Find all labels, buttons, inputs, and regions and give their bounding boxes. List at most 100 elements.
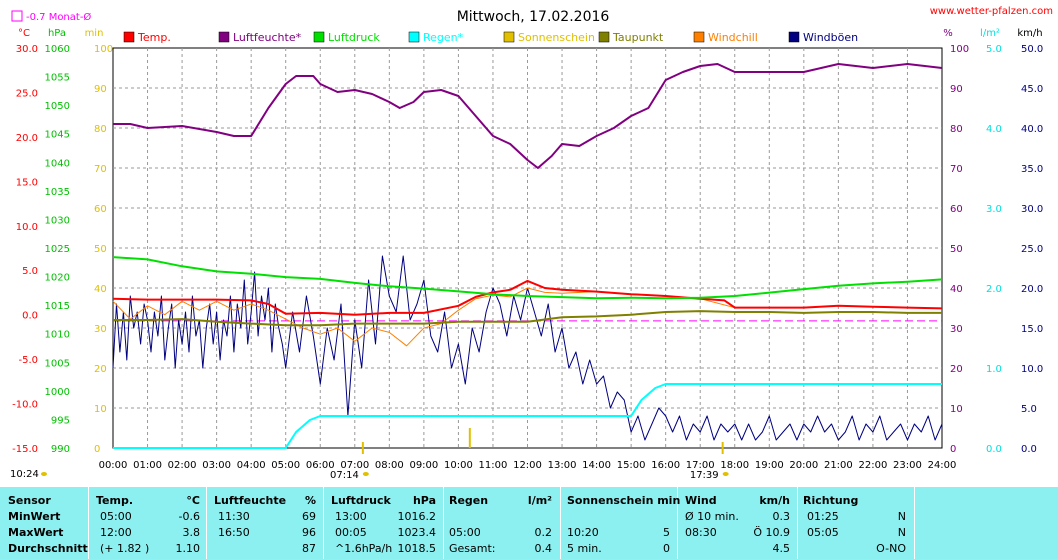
x-tick-label: 10:00 [444,460,473,471]
humidity-tick-label: 40 [950,284,963,295]
x-tick-label: 14:00 [582,460,611,471]
pressure-value: 1023.4 [397,526,437,539]
temp-tick-label: -15.0 [12,444,38,455]
series-luftdruck-line [112,256,943,300]
humidity-unit: % [304,494,316,507]
humidity-tick-label: 60 [950,204,963,215]
temp-tick-label: 25.0 [16,88,38,99]
summary-separator [206,487,207,559]
wind-tick-label: 45.0 [1021,84,1043,95]
pressure-tick-label: 990 [51,444,70,455]
legend-label: Sonnenschein [518,31,595,44]
pressure-time: 13:00 [335,510,367,523]
series-windchill-line [112,287,943,347]
temp-tick-label: 0.0 [22,311,38,322]
sun-tick-label: 10 [94,404,107,415]
pressure-tick-label: 1020 [45,273,70,284]
rain-unit: l/m² [527,494,552,507]
humidity-unit-label: % [943,28,953,39]
x-tick-label: 04:00 [237,460,266,471]
wind-tick-label: 40.0 [1021,124,1043,135]
sun-tick-label: 40 [94,284,107,295]
sun-tick-label: 90 [94,84,107,95]
pressure-tick-label: 1040 [45,158,70,169]
rain-tick-label: 2.0 [986,284,1002,295]
humidity-value: 96 [302,526,316,539]
row-label: Durchschnitt [8,542,88,555]
rain-value: 0.2 [534,526,553,539]
wind-value: 0.3 [772,510,791,523]
wind-tick-label: 10.0 [1021,364,1043,375]
temp-tick-label: 5.0 [22,266,38,277]
wind-tick-label: 30.0 [1021,204,1043,215]
temp-header: Temp. [96,494,134,507]
pressure-tick-label: 995 [51,415,70,426]
sun-tick-label: 30 [94,324,107,335]
humidity-header: Luftfeuchte [214,494,287,507]
x-tick-label: 01:00 [133,460,162,471]
summary-separator [323,487,324,559]
x-tick-label: 00:00 [99,460,128,471]
pressure-unit: hPa [412,494,436,507]
sun-tick-label: 100 [94,44,113,55]
row-label: MinWert [8,510,61,523]
humidity-tick-label: 90 [950,84,963,95]
temp-value: 1.10 [175,542,201,555]
x-tick-label: 03:00 [202,460,231,471]
humidity-tick-label: 0 [950,444,956,455]
x-tick-label: 05:00 [271,460,300,471]
pressure-value: 1018.5 [397,542,437,555]
daylength-text: 10:24 [10,469,39,480]
summary-separator [443,487,444,559]
monthly-avg-icon [11,10,23,22]
humidity-value: 69 [302,510,316,523]
humidity-tick-label: 30 [950,324,963,335]
x-tick-label: 06:00 [306,460,335,471]
temp-value: -0.6 [178,510,200,523]
legend-swatch [503,31,515,43]
x-tick-label: 22:00 [859,460,888,471]
x-tick-label: 15:00 [617,460,646,471]
rain-tick-label: 0.0 [986,444,1002,455]
sun-tick-label: 80 [94,124,107,135]
direction-time: 05:05 [807,526,839,539]
temp-tick-label: 30.0 [16,44,38,55]
rain-header: Regen [449,494,489,507]
temp-tick-label: 20.0 [16,133,38,144]
pressure-value: 1016.2 [397,510,437,523]
sun-events: 07:14 17:39 10:24 [10,442,729,481]
series-temp-line [112,279,943,316]
monthly-avg-label: -0.7 Monat-Ø [26,11,91,23]
pressure-tick-label: 1030 [45,215,70,226]
row-label: MaxWert [8,526,64,539]
legend-swatch [788,31,800,43]
pressure-tick-label: 1015 [45,301,70,312]
wind-header: Wind [685,494,717,507]
summary-separator [560,487,561,559]
sun-icon [722,472,729,476]
wind-time: 08:30 [685,526,717,539]
pressure-tick-label: 1055 [45,73,70,84]
direction-value: N [897,510,906,523]
weather-chart: Mittwoch, 17.02.2016 www.wetter-pfalzen.… [10,6,1053,481]
pressure-unit-label: hPa [48,28,66,39]
wind-tick-label: 0.0 [1021,444,1037,455]
humidity-tick-label: 50 [950,244,963,255]
x-tick-label: 02:00 [168,460,197,471]
humidity-tick-label: 70 [950,164,963,175]
pressure-tick-label: 1000 [45,387,70,398]
site-link[interactable]: www.wetter-pfalzen.com [930,6,1053,17]
x-tick-label: 12:00 [513,460,542,471]
series-taupunkt-line [113,310,942,327]
rain-tick-label: 5.0 [986,44,1002,55]
legend-label: Taupunkt [612,31,664,44]
legend-label: Temp. [137,31,171,44]
series-windböen-line [112,255,943,441]
temp-time: 05:00 [100,510,132,523]
legend-swatch [313,31,325,43]
sun-tick-label: 70 [94,164,107,175]
wind-value: 4.5 [772,542,791,555]
pressure-time: 00:05 [335,526,367,539]
sunshine-time: 5 min. [567,542,602,555]
wind-tick-label: 50.0 [1021,44,1043,55]
